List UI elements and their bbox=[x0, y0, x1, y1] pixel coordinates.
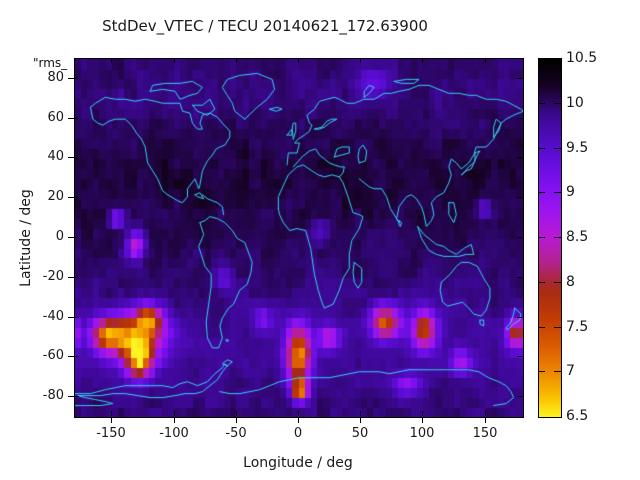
x-tick-inner bbox=[360, 411, 361, 416]
y-tick-right bbox=[517, 317, 522, 318]
x-tick-inner bbox=[174, 411, 175, 416]
x-tick-inner bbox=[111, 411, 112, 416]
y-tick-inner bbox=[74, 356, 79, 357]
colorbar-tick-label: 10 bbox=[566, 95, 584, 111]
y-tick bbox=[68, 356, 74, 357]
colorbar-tick bbox=[554, 103, 561, 104]
x-tick bbox=[360, 417, 361, 423]
colorbar-tick-label: 7 bbox=[566, 363, 575, 379]
x-tick-label: -50 bbox=[225, 426, 247, 441]
colorbar-tick bbox=[554, 282, 561, 283]
colorbar-tick bbox=[554, 192, 561, 193]
page-title: StdDev_VTEC / TECU 20140621_172.63900 bbox=[102, 17, 428, 35]
x-tick-label: 100 bbox=[409, 426, 435, 441]
colorbar[interactable] bbox=[538, 58, 562, 418]
y-tick-right bbox=[517, 78, 522, 79]
y-tick-inner bbox=[74, 78, 79, 79]
x-tick-label: 150 bbox=[472, 426, 498, 441]
y-tick bbox=[68, 317, 74, 318]
y-tick-right bbox=[517, 356, 522, 357]
x-tick bbox=[298, 417, 299, 423]
x-tick-top bbox=[298, 58, 299, 63]
heatmap-plot-area[interactable] bbox=[74, 58, 524, 418]
x-tick-label: 50 bbox=[351, 426, 369, 441]
y-tick-right bbox=[517, 118, 522, 119]
x-tick bbox=[422, 417, 423, 423]
colorbar-tick-label: 9.5 bbox=[566, 140, 589, 156]
colorbar-tick bbox=[554, 148, 561, 149]
y-tick-right bbox=[517, 197, 522, 198]
y-tick-inner bbox=[74, 277, 79, 278]
colorbar-tick bbox=[538, 327, 545, 328]
y-tick-inner bbox=[74, 197, 79, 198]
y-tick-label: -20 bbox=[42, 269, 64, 284]
x-tick-top bbox=[422, 58, 423, 63]
x-tick-top bbox=[236, 58, 237, 63]
x-tick-label: 0 bbox=[293, 426, 303, 441]
y-tick bbox=[68, 78, 74, 79]
y-tick-label: 0 bbox=[55, 229, 64, 244]
x-tick-label: -100 bbox=[159, 426, 189, 441]
y-axis-title: Latitude / deg bbox=[18, 189, 34, 287]
colorbar-tick bbox=[538, 237, 545, 238]
colorbar-tick bbox=[538, 103, 545, 104]
coastline-overlay bbox=[75, 59, 523, 417]
y-tick-inner bbox=[74, 396, 79, 397]
y-tick bbox=[68, 118, 74, 119]
y-tick-label: 40 bbox=[47, 149, 64, 164]
y-tick-inner bbox=[74, 237, 79, 238]
x-tick-label: -150 bbox=[96, 426, 126, 441]
colorbar-tick bbox=[538, 192, 545, 193]
y-tick-right bbox=[517, 277, 522, 278]
y-tick-right bbox=[517, 396, 522, 397]
y-tick-inner bbox=[74, 157, 79, 158]
y-tick-label: -60 bbox=[42, 348, 64, 363]
x-tick-top bbox=[485, 58, 486, 63]
colorbar-tick bbox=[538, 148, 545, 149]
y-tick-label: 80 bbox=[47, 70, 64, 85]
y-tick bbox=[68, 277, 74, 278]
colorbar-tick-label: 9 bbox=[566, 184, 575, 200]
x-tick bbox=[236, 417, 237, 423]
colorbar-gradient bbox=[539, 59, 561, 417]
y-tick-label: -80 bbox=[42, 388, 64, 403]
y-tick bbox=[68, 396, 74, 397]
y-tick-label: 60 bbox=[47, 110, 64, 125]
x-tick-top bbox=[360, 58, 361, 63]
x-axis-title: Longitude / deg bbox=[243, 455, 353, 471]
x-tick-top bbox=[174, 58, 175, 63]
x-tick bbox=[485, 417, 486, 423]
colorbar-tick-label: 6.5 bbox=[566, 408, 589, 424]
x-tick-inner bbox=[298, 411, 299, 416]
colorbar-tick bbox=[538, 371, 545, 372]
colorbar-tick-label: 8 bbox=[566, 274, 575, 290]
stray-overlapping-label: "rms_ bbox=[33, 56, 68, 70]
x-tick-top bbox=[111, 58, 112, 63]
y-tick-inner bbox=[74, 317, 79, 318]
y-tick-label: 20 bbox=[47, 189, 64, 204]
colorbar-tick-label: 10.5 bbox=[566, 50, 598, 66]
colorbar-tick-label: 7.5 bbox=[566, 319, 589, 335]
colorbar-tick-label: 8.5 bbox=[566, 229, 589, 245]
colorbar-tick bbox=[554, 371, 561, 372]
colorbar-tick bbox=[554, 327, 561, 328]
y-tick-right bbox=[517, 157, 522, 158]
y-tick bbox=[68, 237, 74, 238]
y-tick-label: -40 bbox=[42, 309, 64, 324]
y-tick bbox=[68, 197, 74, 198]
y-tick-inner bbox=[74, 118, 79, 119]
y-tick-right bbox=[517, 237, 522, 238]
colorbar-tick bbox=[554, 237, 561, 238]
colorbar-tick bbox=[538, 282, 545, 283]
x-tick bbox=[174, 417, 175, 423]
y-tick bbox=[68, 157, 74, 158]
x-tick-inner bbox=[485, 411, 486, 416]
x-tick-inner bbox=[236, 411, 237, 416]
x-tick-inner bbox=[422, 411, 423, 416]
x-tick bbox=[111, 417, 112, 423]
